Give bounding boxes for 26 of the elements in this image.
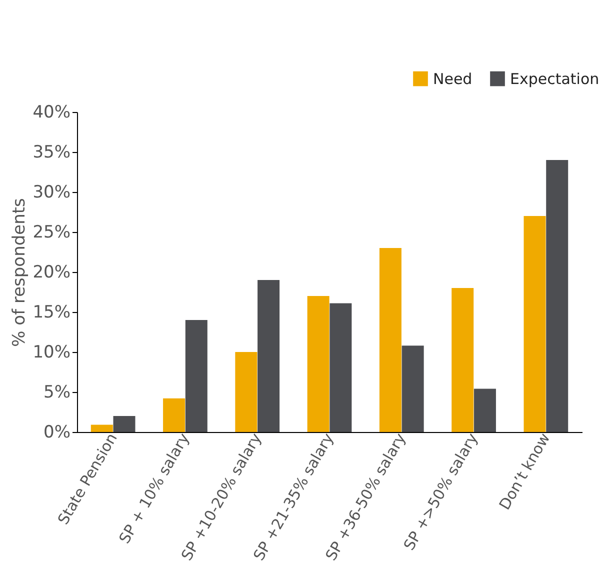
y-tick-label: 10% [32, 342, 70, 362]
y-tick-label: 35% [32, 142, 70, 162]
y-axis-title: % of respondents [10, 198, 30, 347]
bar [524, 216, 546, 432]
y-tick-label: 15% [32, 302, 70, 322]
y-tick-label: 20% [32, 262, 70, 282]
y-tick-label: 0% [44, 422, 70, 442]
bar [163, 398, 186, 432]
bar [330, 303, 352, 432]
legend-label: Expectation [510, 70, 600, 88]
bar [90, 424, 113, 432]
bar [474, 388, 496, 432]
y-tick-label: 5% [44, 382, 70, 402]
y-tick-label: 25% [32, 222, 70, 242]
bar [379, 248, 402, 432]
bar [113, 416, 136, 432]
bar [452, 288, 474, 432]
bar [307, 296, 330, 432]
y-tick-label: 40% [32, 102, 70, 122]
y-tick-label: 30% [32, 182, 70, 202]
bar [258, 280, 280, 432]
bar [402, 346, 424, 432]
bar [546, 160, 568, 432]
bar [185, 320, 208, 432]
bar [235, 352, 258, 432]
legend-label: Need [433, 70, 472, 88]
